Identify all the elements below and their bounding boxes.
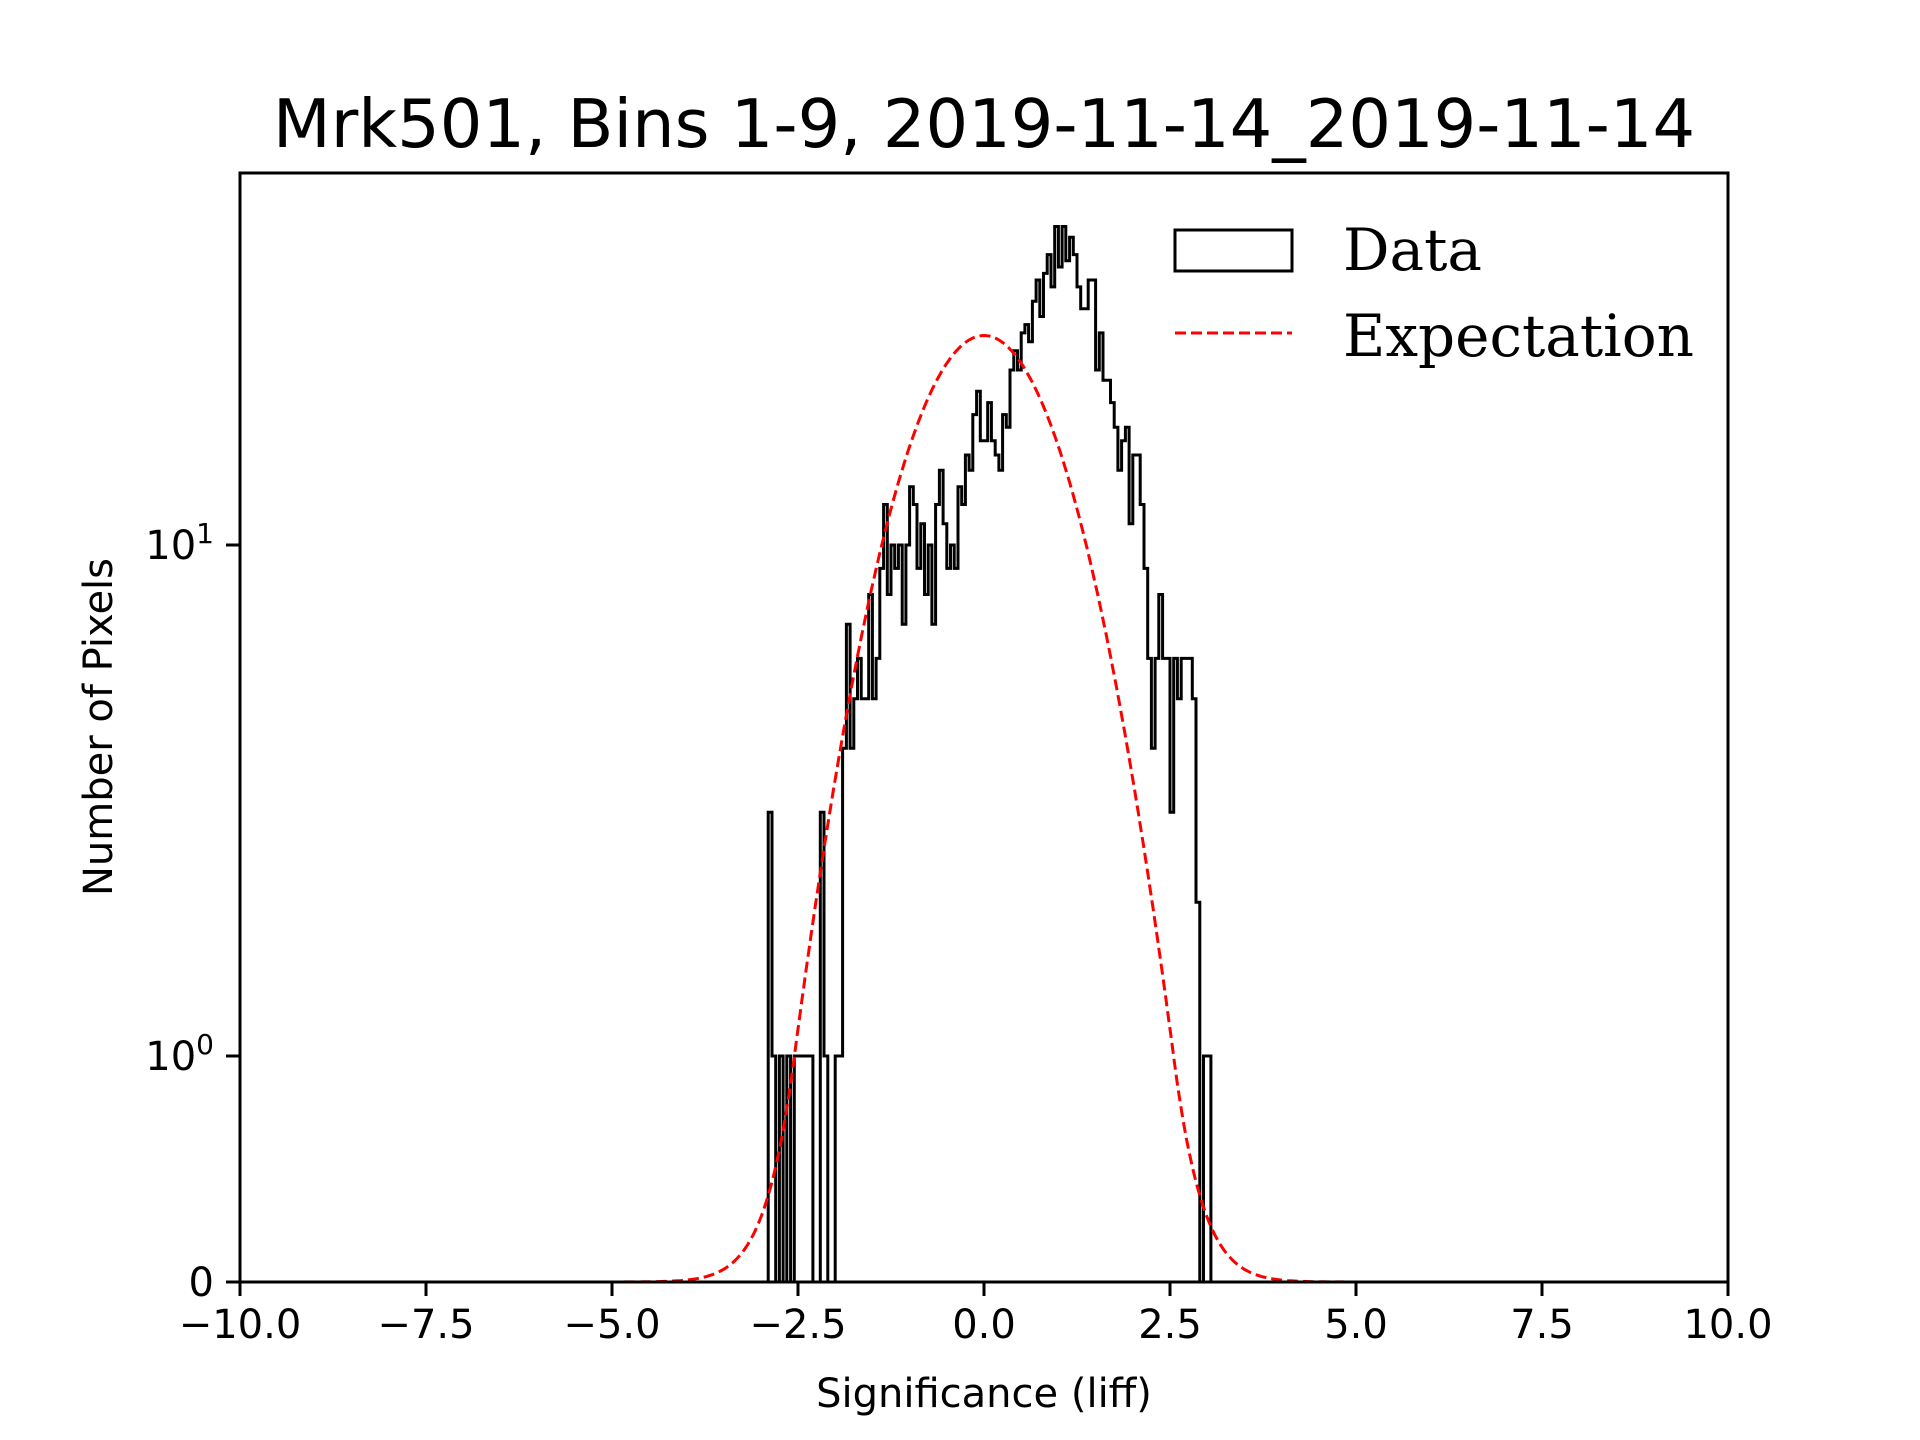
y-tick-label: 0 <box>189 1260 214 1306</box>
legend-expectation-label: Expectation <box>1343 302 1694 370</box>
x-tick-label: −7.5 <box>377 1302 474 1348</box>
x-tick-label: 5.0 <box>1324 1302 1388 1348</box>
x-axis-label: Significance (liff) <box>816 1371 1152 1417</box>
data-histogram-step <box>760 225 1215 1284</box>
legend: Data Expectation <box>1173 216 1694 370</box>
x-tick-label: 10.0 <box>1683 1302 1772 1348</box>
x-tick-label: −5.0 <box>563 1302 660 1348</box>
y-tick-label: 101 <box>145 517 214 569</box>
plot-area <box>240 225 1728 1284</box>
x-tick-label: −10.0 <box>179 1302 302 1348</box>
x-tick-label: 0.0 <box>952 1302 1016 1348</box>
y-tick-label: 100 <box>145 1028 214 1080</box>
legend-data-swatch <box>1173 228 1294 273</box>
legend-data-label: Data <box>1343 216 1482 284</box>
x-tick-label: 7.5 <box>1510 1302 1574 1348</box>
x-axis: −10.0 −7.5 −5.0 −2.5 0.0 2.5 5.0 7.5 10.0 <box>179 1282 1773 1348</box>
x-tick-label: 2.5 <box>1138 1302 1202 1348</box>
chart-title: Mrk501, Bins 1-9, 2019-11-14_2019-11-14 <box>273 85 1695 163</box>
y-axis-label: Number of Pixels <box>76 558 122 896</box>
y-axis: 0 100 101 <box>145 517 240 1306</box>
expectation-curve <box>240 333 1728 1284</box>
x-tick-label: −2.5 <box>749 1302 846 1348</box>
